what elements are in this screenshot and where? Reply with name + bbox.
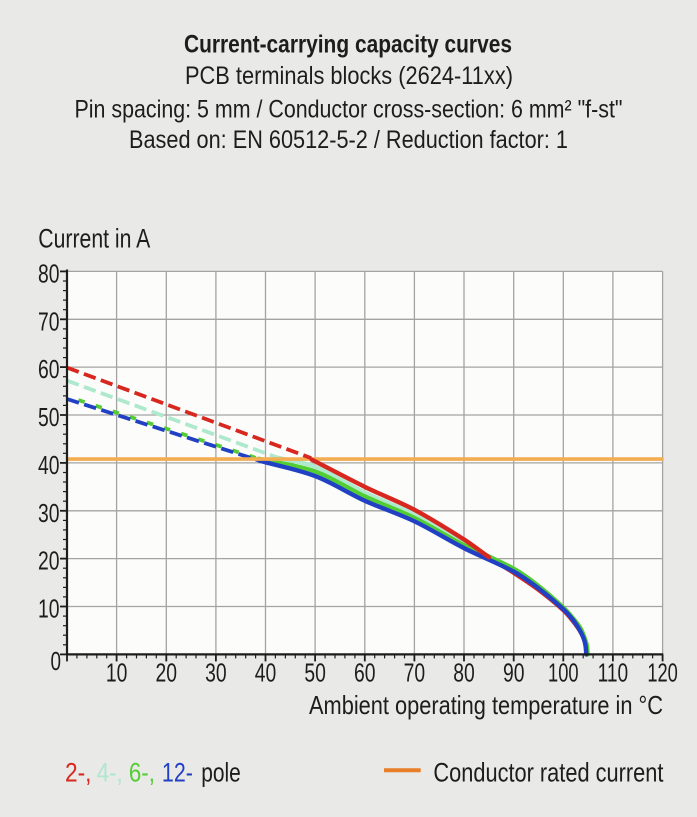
svg-text:10: 10 bbox=[38, 594, 60, 624]
svg-text:50: 50 bbox=[38, 402, 60, 432]
svg-text:100: 100 bbox=[548, 658, 579, 688]
svg-text:20: 20 bbox=[156, 658, 178, 688]
svg-text:80: 80 bbox=[453, 658, 475, 688]
svg-text:40: 40 bbox=[255, 658, 277, 688]
svg-text:20: 20 bbox=[38, 546, 60, 576]
svg-text:30: 30 bbox=[38, 498, 60, 528]
svg-text:Based on: EN 60512-5-2 / Reduc: Based on: EN 60512-5-2 / Reduction facto… bbox=[129, 126, 568, 154]
svg-text:60: 60 bbox=[354, 658, 376, 688]
svg-text:Current-carrying capacity curv: Current-carrying capacity curves bbox=[184, 31, 512, 59]
svg-text:10: 10 bbox=[106, 658, 128, 688]
svg-text:Ambient operating temperature: Ambient operating temperature in °C bbox=[309, 690, 663, 720]
svg-text:90: 90 bbox=[503, 658, 525, 688]
svg-text:40: 40 bbox=[38, 450, 60, 480]
svg-text:50: 50 bbox=[304, 658, 326, 688]
svg-text:12-: 12- bbox=[162, 757, 193, 787]
svg-text:80: 80 bbox=[38, 258, 60, 288]
svg-text:60: 60 bbox=[38, 354, 60, 384]
svg-text:pole: pole bbox=[201, 757, 241, 787]
svg-text:Pin spacing: 5 mm / Conductor: Pin spacing: 5 mm / Conductor cross-sect… bbox=[75, 96, 623, 124]
svg-text:30: 30 bbox=[205, 658, 227, 688]
svg-text:120: 120 bbox=[647, 658, 678, 688]
svg-text:4-,: 4-, bbox=[97, 757, 123, 787]
svg-text:70: 70 bbox=[404, 658, 426, 688]
svg-text:110: 110 bbox=[598, 658, 629, 688]
svg-text:6-,: 6-, bbox=[129, 757, 155, 787]
svg-text:0: 0 bbox=[51, 646, 62, 676]
svg-text:70: 70 bbox=[38, 306, 60, 336]
svg-text:2-,: 2-, bbox=[65, 757, 92, 787]
svg-text:PCB terminals blocks (2624-11x: PCB terminals blocks (2624-11xx) bbox=[185, 62, 513, 90]
svg-text:Current in A: Current in A bbox=[38, 224, 150, 254]
svg-text:Conductor rated current: Conductor rated current bbox=[433, 757, 664, 787]
